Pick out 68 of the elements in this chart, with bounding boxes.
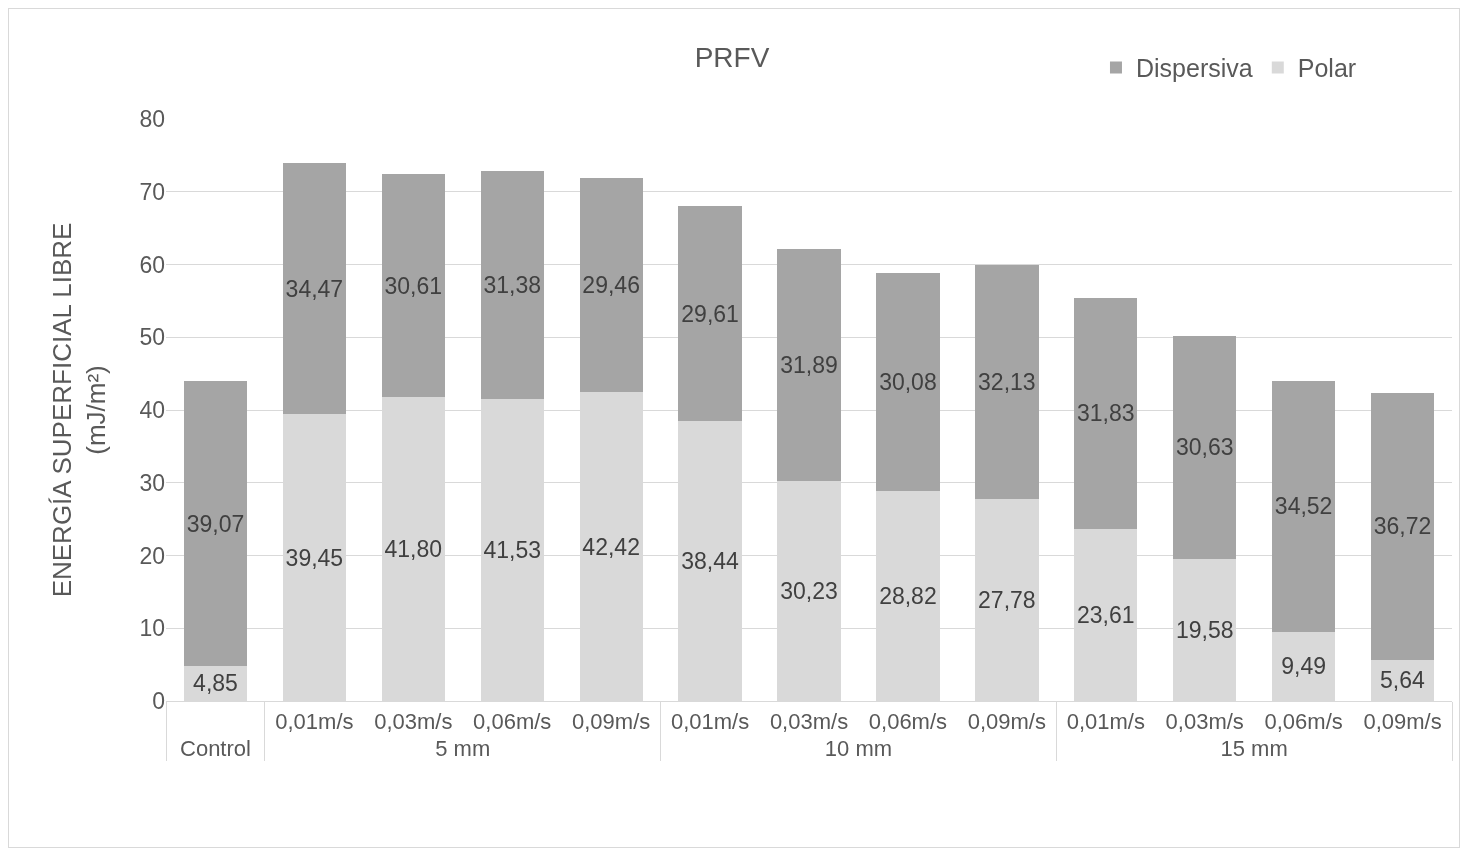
x-tick-label: 0,06m/s bbox=[473, 708, 552, 734]
data-label: 29,46 bbox=[582, 272, 640, 299]
x-tick-label: 0,03m/s bbox=[374, 708, 453, 734]
chart-title: PRFV bbox=[694, 41, 770, 73]
y-tick-label: 60 bbox=[139, 251, 165, 278]
text: 10 mm bbox=[824, 735, 893, 761]
x-tick-label: 0,01m/s bbox=[670, 708, 750, 734]
data-label: 34,52 bbox=[1274, 493, 1333, 520]
data-label: 5,64 bbox=[1380, 667, 1426, 694]
bar bbox=[1074, 297, 1138, 530]
data-label: 31,38 bbox=[483, 271, 542, 298]
data-label: 29,61 bbox=[681, 300, 739, 327]
data-label: 41,80 bbox=[384, 535, 443, 562]
x-tick-label: 0,06m/s bbox=[1264, 708, 1343, 734]
x-tick-label: 0,01m/s bbox=[1066, 708, 1145, 734]
bar bbox=[678, 205, 742, 422]
text: 5 mm bbox=[435, 735, 491, 761]
x-tick-label: 0,09m/s bbox=[572, 708, 651, 734]
data-label: 30,61 bbox=[384, 272, 443, 299]
y-tick-label: 0 bbox=[152, 688, 165, 715]
data-label: 19,58 bbox=[1175, 616, 1234, 643]
y-axis-title: ENERGÍA SUPERFICIAL LIBRE (mJ/m²) bbox=[47, 222, 111, 598]
data-label: 39,45 bbox=[285, 544, 344, 571]
y-tick-label: 80 bbox=[139, 106, 165, 133]
data-label: 23,61 bbox=[1076, 602, 1135, 629]
x-tick-label: Control bbox=[180, 735, 251, 761]
bar bbox=[1271, 380, 1336, 632]
data-label: 36,72 bbox=[1373, 513, 1432, 540]
bar bbox=[480, 170, 544, 399]
data-label: 30,63 bbox=[1175, 434, 1234, 461]
data-label: 38,44 bbox=[681, 548, 739, 575]
legend-label: Polar bbox=[1297, 54, 1357, 83]
data-label: 9,49 bbox=[1281, 653, 1326, 680]
bar bbox=[1173, 335, 1237, 559]
data-label: 34,47 bbox=[285, 275, 344, 302]
y-tick-label: 70 bbox=[139, 178, 165, 205]
x-tick-label: 0,09m/s bbox=[1363, 708, 1442, 734]
bar bbox=[282, 163, 347, 414]
data-label: 31,89 bbox=[780, 352, 838, 379]
x-tick-label: 0,09m/s bbox=[967, 708, 1046, 734]
data-label: 39,07 bbox=[186, 510, 245, 537]
data-label: 42,42 bbox=[582, 533, 640, 560]
bar bbox=[183, 381, 248, 666]
data-label: 28,82 bbox=[879, 583, 937, 610]
data-label: 30,23 bbox=[780, 578, 838, 605]
data-label: 32,13 bbox=[978, 369, 1036, 396]
data-label: 4,85 bbox=[193, 670, 238, 697]
legend-label: Dispersiva bbox=[1135, 54, 1253, 83]
bar bbox=[381, 174, 445, 397]
data-label: 31,83 bbox=[1076, 400, 1135, 427]
y-tick-label: 40 bbox=[139, 397, 165, 424]
x-tick-label: 0,03m/s bbox=[1165, 708, 1244, 734]
bar bbox=[777, 249, 841, 482]
text: 15 mm bbox=[1220, 735, 1288, 761]
data-label: 41,53 bbox=[483, 536, 542, 563]
data-label: 27,78 bbox=[978, 586, 1036, 613]
bar bbox=[1370, 392, 1435, 660]
x-tick-label: 0,01m/s bbox=[275, 708, 354, 734]
y-tick-label: 30 bbox=[139, 469, 165, 496]
data-label: 30,08 bbox=[879, 368, 937, 395]
y-tick-label: 10 bbox=[139, 615, 165, 642]
y-tick-label: 20 bbox=[139, 542, 165, 569]
bar bbox=[975, 265, 1039, 499]
bar bbox=[876, 272, 940, 492]
y-tick-label: 50 bbox=[139, 324, 165, 351]
bar bbox=[579, 178, 643, 393]
x-tick-label: 0,06m/s bbox=[868, 708, 948, 734]
x-tick-label: 0,03m/s bbox=[769, 708, 849, 734]
